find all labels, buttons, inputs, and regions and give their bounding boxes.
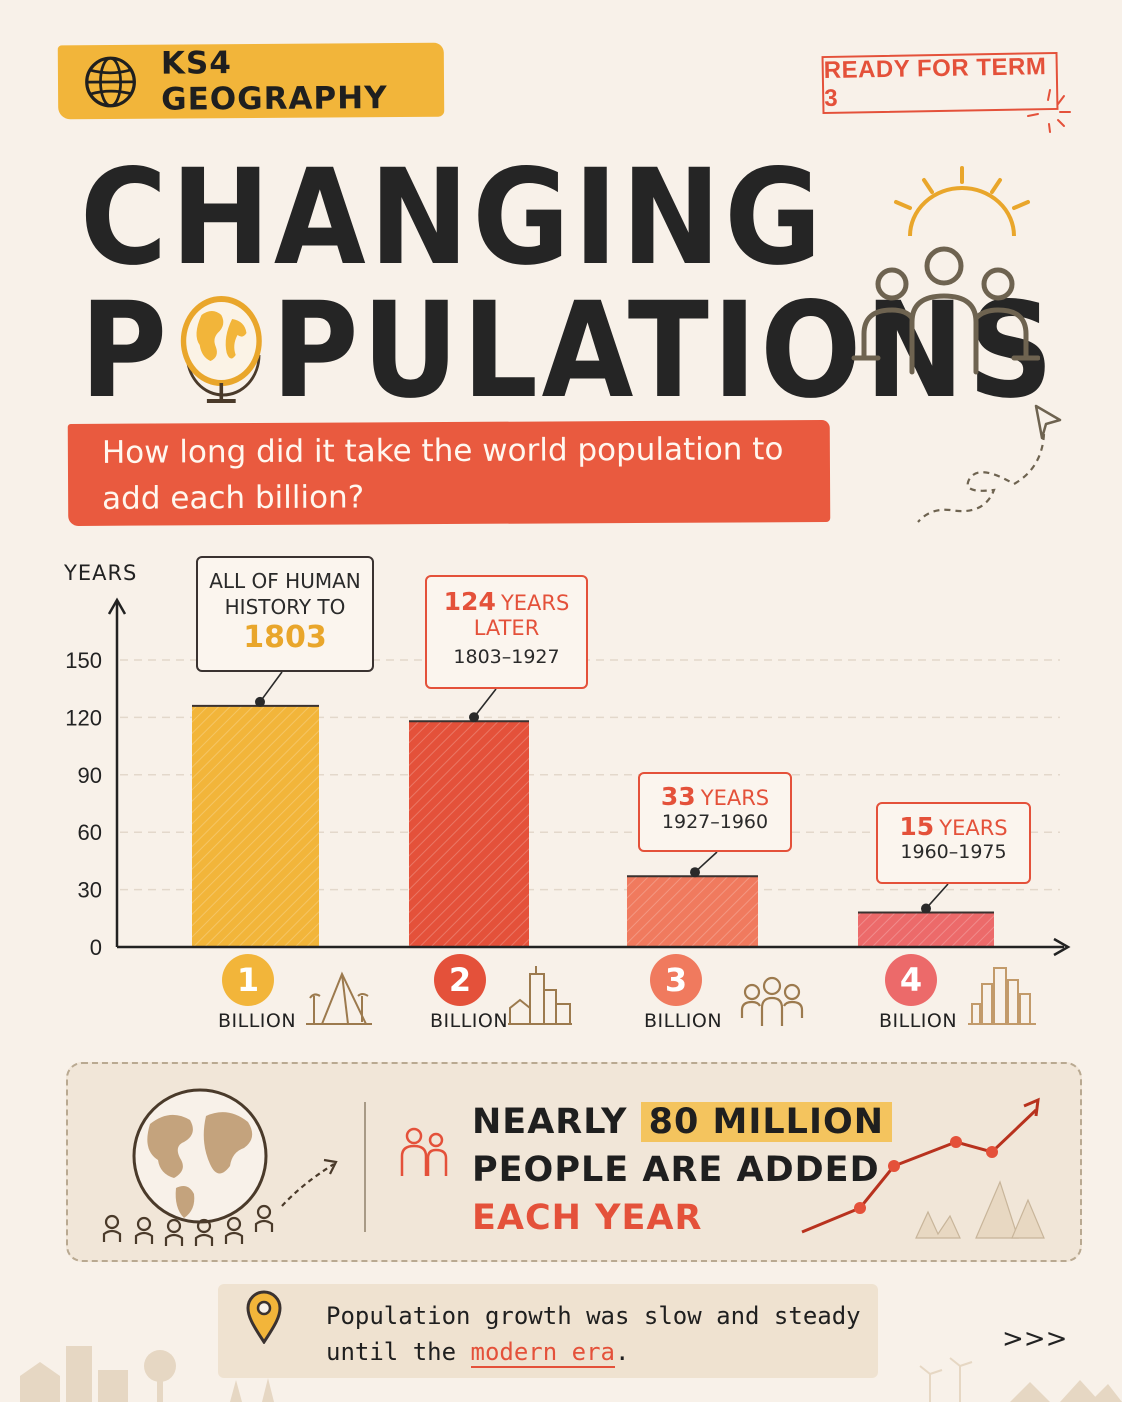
bar-texture <box>627 876 758 947</box>
question-banner: How long did it take the world populatio… <box>67 420 831 526</box>
y-axis-arrow <box>107 597 127 615</box>
bar-chart: 0 30 60 90 120 150 YEARS <box>63 561 1071 960</box>
fact-highlight: 80 MILLION <box>640 1102 893 1142</box>
callout-2-range: 1803–1927 <box>453 646 560 668</box>
y-tick-label: 90 <box>78 763 102 788</box>
globe-icon <box>85 56 136 108</box>
y-tick-label: 0 <box>90 935 102 960</box>
callout-dot <box>255 696 265 707</box>
callout-1-line1: ALL OF HUMAN <box>209 569 361 593</box>
skyscrapers-icon <box>968 967 1036 1025</box>
callout-4-range: 1960–1975 <box>900 841 1007 863</box>
y-tick-label: 150 <box>65 648 102 673</box>
billion-label: BILLION <box>644 1010 723 1032</box>
city-icon <box>508 966 572 1025</box>
footer-line1: Population growth was slow and steady <box>326 1302 861 1330</box>
page-title-line1: CHANGING <box>80 141 826 295</box>
callout-2-line2: LATER <box>473 616 540 640</box>
callout-billion-2: 124 YEARS LATER 1803–1927 <box>425 575 588 689</box>
bar-texture <box>192 705 319 947</box>
footer-modern-era: modern era <box>470 1338 615 1368</box>
sparkle-icon <box>1027 89 1071 133</box>
callout-4-unit: YEARS <box>939 816 1008 840</box>
callout-dot <box>469 712 479 723</box>
billion-number-2: 2 <box>434 954 486 1006</box>
skyline-decoration <box>20 1346 1122 1402</box>
cursor-arrow-icon <box>917 404 1062 523</box>
next-arrows[interactable]: >>> <box>1002 1324 1068 1354</box>
callout-dot <box>921 903 931 914</box>
footer-note: Population growth was slow and steady un… <box>326 1298 861 1370</box>
callout-3-range: 1927–1960 <box>661 811 769 833</box>
callout-connector <box>925 883 949 910</box>
callout-billion-3: 33 YEARS 1927–1960 <box>638 772 792 852</box>
fact-text: NEARLY 80 MILLION PEOPLE ARE ADDED EACH … <box>472 1098 893 1242</box>
callout-4-number: 15 <box>899 812 935 841</box>
question-text: How long did it take the world populatio… <box>101 431 784 517</box>
callout-connector <box>473 688 497 718</box>
footer-period: . <box>615 1338 630 1366</box>
callout-3-number: 33 <box>660 782 696 811</box>
fact-box: NEARLY 80 MILLION PEOPLE ARE ADDED EACH … <box>66 1062 1082 1262</box>
people-icon <box>851 246 1040 375</box>
location-pin-icon <box>246 1290 282 1344</box>
pyramid-icon <box>306 971 372 1025</box>
title-rest: PULATIONS <box>271 274 1058 428</box>
callout-billion-1: ALL OF HUMAN HISTORY TO 1803 <box>196 556 374 672</box>
fact-line3: EACH YEAR <box>472 1198 703 1238</box>
callout-billion-4: 15 YEARS 1960–1975 <box>876 802 1031 884</box>
callout-2-unit: YEARS <box>500 591 570 615</box>
callout-1-line2: HISTORY TO <box>224 595 346 619</box>
world-map-icon <box>102 1088 338 1246</box>
footer-strip <box>218 1284 878 1378</box>
callout-1-year: 1803 <box>243 620 327 655</box>
globe-letter-icon <box>171 285 272 415</box>
billion-label: BILLION <box>879 1010 958 1032</box>
badge-label: KS4 GEOGRAPHY <box>160 45 388 118</box>
bar-texture <box>409 721 529 947</box>
billion-number-4: 4 <box>885 954 937 1006</box>
billion-number-3: 3 <box>650 954 702 1006</box>
bar-texture <box>858 912 994 947</box>
y-tick-label: 30 <box>78 878 102 903</box>
fact-line2: PEOPLE ARE ADDED <box>472 1150 880 1190</box>
divider <box>364 1102 366 1232</box>
trend-arrow-icon <box>801 1097 1045 1239</box>
page-title-line2: P PULATIONS <box>80 285 1057 417</box>
sun-icon <box>894 166 1030 237</box>
billion-label: BILLION <box>218 1010 297 1032</box>
callout-dot <box>690 867 700 878</box>
callout-connector <box>259 671 283 703</box>
billion-number-1: 1 <box>222 954 274 1006</box>
y-tick-label: 120 <box>65 705 102 730</box>
footer-line2-prefix: until the <box>326 1338 457 1366</box>
x-axis-arrow <box>1053 937 1071 957</box>
billion-label: BILLION <box>430 1010 509 1032</box>
title-letter-p: P <box>80 274 171 428</box>
crowd-icon <box>740 976 804 1026</box>
subject-badge: KS4 GEOGRAPHY <box>57 42 445 120</box>
y-tick-label: 60 <box>78 820 102 845</box>
y-axis-label: YEARS <box>63 561 137 585</box>
callout-3-unit: YEARS <box>700 786 770 810</box>
callout-2-number: 124 <box>443 587 496 616</box>
fact-prefix: NEARLY <box>472 1102 628 1142</box>
people-small-icon <box>400 1127 448 1176</box>
